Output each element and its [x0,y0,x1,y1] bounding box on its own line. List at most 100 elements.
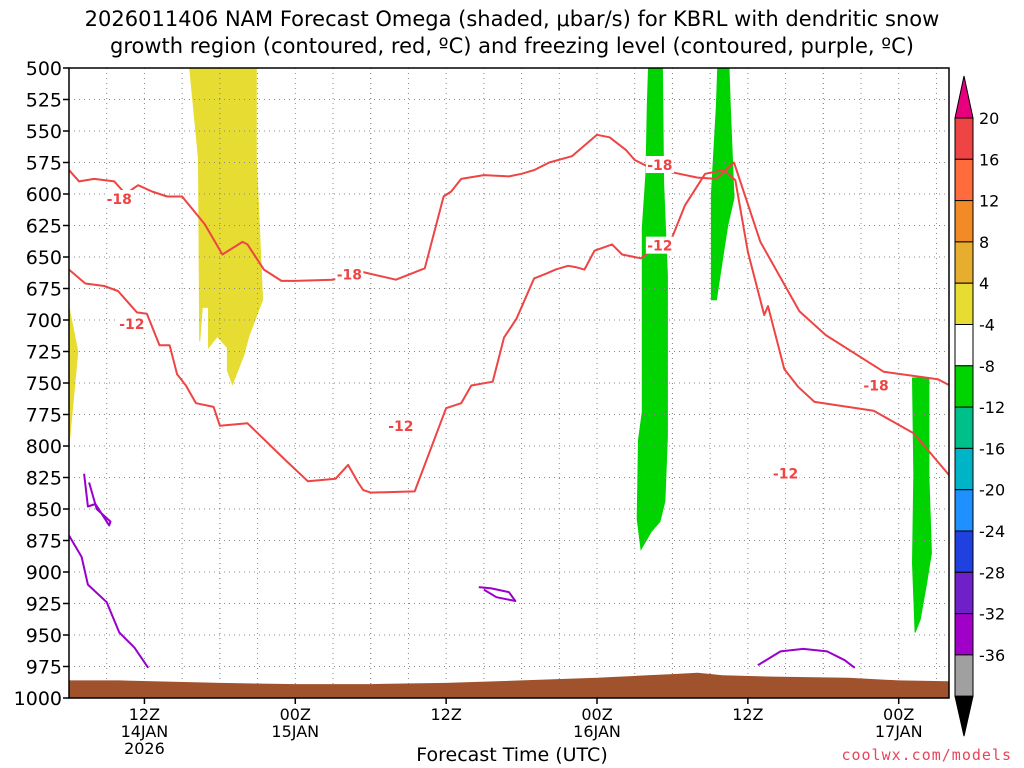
y-tick-label: 725 [26,342,62,364]
x-tick-label: 12Z [129,705,160,724]
chart-title: 2026011406 NAM Forecast Omega (shaded, μ… [0,6,1024,60]
contour-label-bg [117,314,146,332]
terrain-fill [69,672,949,698]
colorbar-swatch [954,447,974,491]
chart-title-line2: growth region (contoured, red, ºC) and f… [110,34,914,58]
y-tick-label: 575 [26,153,62,175]
contour-label: -18 [107,192,132,208]
contour-lines [69,133,949,669]
colorbar-swatch [954,158,974,202]
omega-region-2 [636,68,668,551]
x-tick-label: 17JAN [875,722,923,741]
contour-label: -18 [337,268,362,284]
x-tick-label: 12Z [732,705,763,724]
y-tick-label: 1000 [14,688,62,710]
colorbar-swatch [954,117,974,160]
y-tick-label: 925 [26,594,62,616]
colorbar-swatch [954,571,974,615]
contour-label-bg [386,416,415,434]
omega-region-1 [69,307,79,447]
y-tick-label: 525 [26,90,62,112]
colorbar: 20 16 12 8 4 -4 -8 -12 -16 -20 -24 -28 -32 -36 [954,75,1005,737]
y-tick-label: 500 [26,58,62,80]
colorbar-swatch [954,406,974,449]
colorbar-label: -20 [979,481,1005,500]
colorbar-label: 20 [979,109,999,128]
contour-label-bg [771,464,800,482]
temperature-contour-2 [69,169,949,494]
colorbar-swatch [954,654,974,697]
y-tick-label: 825 [26,468,62,490]
x-tick-label: 00Z [883,705,914,724]
contour-label: -18 [863,379,888,395]
contour-label: -18 [647,158,672,174]
temperature-contour-0 [69,133,698,282]
contour-label: -12 [647,239,672,255]
colorbar-swatch [954,200,974,243]
x-tick-label: 12Z [430,705,461,724]
x-tick-label: 00Z [581,705,612,724]
y-tick-label: 550 [26,121,62,143]
colorbar-label: 12 [979,192,999,211]
freezing-contour-6 [757,647,856,669]
credit-text[interactable]: coolwx.com/models [841,746,1012,764]
omega-region-0 [189,68,264,386]
colorbar-label: 8 [979,233,989,252]
colorbar-label: -28 [979,563,1005,582]
temperature-contour-1 [697,161,949,387]
contour-label: -12 [773,467,798,483]
colorbar-swatch [954,613,974,656]
contour-labels: -18 -12 -18 -12 -18 -12 -18 -12 [105,156,891,483]
x-tick-label: 2026 [124,739,165,758]
x-tick-label: 15JAN [271,722,319,741]
colorbar-swatch [954,530,974,573]
colorbar-label: -12 [979,398,1005,417]
omega-region-3 [710,68,735,301]
omega-shading [69,68,932,633]
y-tick-label: 875 [26,531,62,553]
colorbar-label: 16 [979,150,999,169]
colorbar-top-arrow [954,75,974,119]
y-tick-label: 975 [26,657,62,679]
colorbar-label: -16 [979,439,1005,458]
freezing-contour-3 [69,534,150,669]
y-tick-label: 750 [26,373,62,395]
colorbar-swatch [954,489,974,532]
y-tick-label: 600 [26,184,62,206]
contour-label: -12 [119,317,144,333]
contour-label: -12 [388,419,413,435]
terrain-area [69,672,949,698]
colorbar-label: -8 [979,357,995,376]
colorbar-bottom-arrow [954,695,974,737]
y-tick-label: 700 [26,310,62,332]
y-tick-label: 650 [26,247,62,269]
y-tick-label: 775 [26,405,62,427]
colorbar-label: 4 [979,274,989,293]
y-axis: 500 525 550 575 600 625 650 675 700 725 750 775 800 8… [14,58,69,710]
colorbar-swatch [954,241,974,284]
contour-label-bg [335,265,364,283]
freezing-contour-5 [478,586,517,602]
colorbar-label: -32 [979,605,1005,624]
contour-label-bg [645,156,674,174]
colorbar-label: -24 [979,522,1005,541]
chart-title-line1: 2026011406 NAM Forecast Omega (shaded, μ… [84,7,940,31]
colorbar-swatch [954,282,974,326]
omega-region-4 [911,377,932,633]
contour-label-bg [862,376,891,394]
colorbar-swatch [954,324,974,367]
colorbar-label: -36 [979,646,1005,665]
freezing-contour-4 [83,473,112,527]
x-axis-label: Forecast Time (UTC) [416,744,608,766]
y-tick-label: 900 [26,562,62,584]
x-tick-label: 16JAN [573,722,621,741]
y-tick-label: 950 [26,625,62,647]
gridlines [69,68,949,698]
x-tick-label: 14JAN [121,722,169,741]
x-tick-label: 00Z [280,705,311,724]
colorbar-label: -4 [979,316,995,335]
y-tick-label: 625 [26,216,62,238]
y-tick-label: 850 [26,499,62,521]
